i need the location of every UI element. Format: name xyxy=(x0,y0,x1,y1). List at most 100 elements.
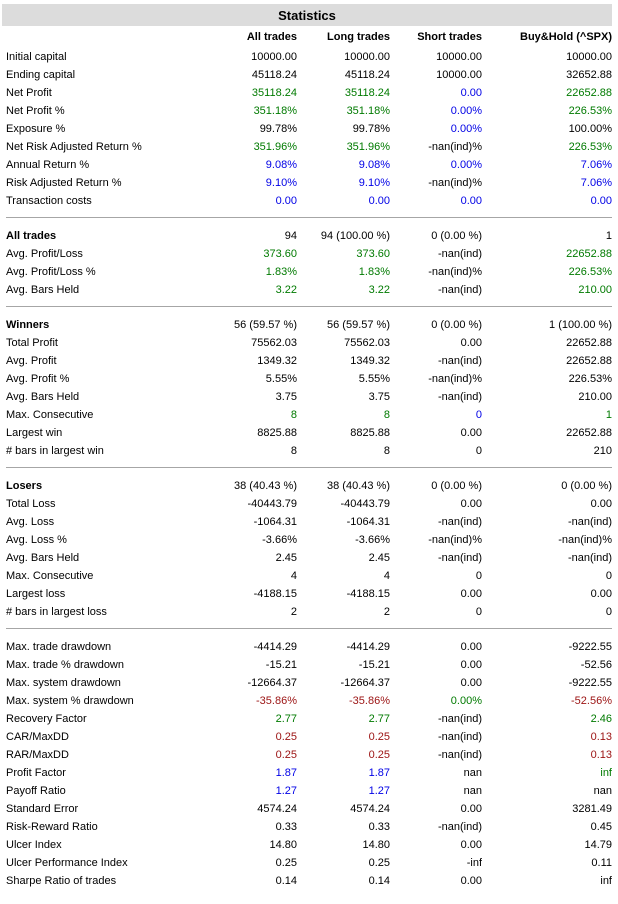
cell-all-trades: 0.25 xyxy=(275,749,297,761)
cell-short-trades: 0.00 xyxy=(460,427,482,439)
cell-buy-and-hold: nan xyxy=(593,785,612,797)
stat-row: Avg. Loss % -3.66% -3.66% -nan(ind)% -nan(in… xyxy=(0,531,612,549)
cell-short-trades: 0.00 xyxy=(460,875,482,887)
cell-short-trades: 0.00% xyxy=(450,105,482,117)
cell-long-trades: 0.25 xyxy=(368,749,390,761)
cell-all-trades: 14.80 xyxy=(269,839,297,851)
cell-short-trades: 0.00 xyxy=(460,337,482,349)
cell-buy-and-hold: 0.00 xyxy=(590,498,612,510)
row-label: Standard Error xyxy=(6,803,79,815)
cell-all-trades: 351.96% xyxy=(253,141,297,153)
cell-buy-and-hold: -nan(ind) xyxy=(567,552,612,564)
cell-all-trades: 9.10% xyxy=(265,177,297,189)
cell-short-trades: -nan(ind) xyxy=(437,248,482,260)
cell-long-trades: 9.08% xyxy=(358,159,390,171)
cell-long-trades: 2.77 xyxy=(368,713,390,725)
section-separator xyxy=(6,217,612,218)
stat-row: Avg. Bars Held 3.22 3.22 -nan(ind) 210.00 xyxy=(0,281,612,299)
cell-long-trades: 351.96% xyxy=(346,141,390,153)
cell-all-trades: -1064.31 xyxy=(253,516,297,528)
cell-buy-and-hold: -52.56% xyxy=(571,695,612,707)
cell-buy-and-hold: 226.53% xyxy=(568,105,612,117)
cell-short-trades: -nan(ind)% xyxy=(428,141,482,153)
cell-short-trades: 0 xyxy=(475,445,482,457)
cell-short-trades: -nan(ind)% xyxy=(428,373,482,385)
cell-long-trades: 8 xyxy=(383,409,390,421)
row-label: Net Profit % xyxy=(6,105,65,117)
column-header-short-trades: Short trades xyxy=(417,31,482,43)
row-label: Recovery Factor xyxy=(6,713,87,725)
stat-row: Net Profit % 351.18% 351.18% 0.00% 226.53% xyxy=(0,102,612,120)
cell-short-trades: -nan(ind) xyxy=(437,713,482,725)
cell-buy-and-hold: inf xyxy=(600,767,612,779)
stat-row: Max. Consecutive 4 4 0 0 xyxy=(0,567,612,585)
cell-buy-and-hold: 22652.88 xyxy=(566,87,612,99)
row-label: RAR/MaxDD xyxy=(6,749,69,761)
cell-all-trades: 8 xyxy=(290,445,297,457)
cell-short-trades: -nan(ind) xyxy=(437,749,482,761)
stat-row: Max. system drawdown -12664.37 -12664.37 0.… xyxy=(0,674,612,692)
stat-row: Avg. Profit/Loss 373.60 373.60 -nan(ind) 226… xyxy=(0,245,612,263)
cell-short-trades: 0 xyxy=(475,570,482,582)
cell-long-trades: 35118.24 xyxy=(344,87,390,99)
cell-buy-and-hold: 0 xyxy=(605,570,612,582)
stat-row: Winners 56 (59.57 %) 56 (59.57 %) 0 (0.00 %… xyxy=(0,316,612,334)
cell-all-trades: -3.66% xyxy=(262,534,297,546)
cell-long-trades: 14.80 xyxy=(362,839,390,851)
cell-long-trades: 9.10% xyxy=(358,177,390,189)
cell-all-trades: -40443.79 xyxy=(247,498,297,510)
row-label: Avg. Profit % xyxy=(6,373,70,385)
cell-long-trades: -40443.79 xyxy=(340,498,390,510)
cell-buy-and-hold: 2.46 xyxy=(590,713,612,725)
row-label: Risk-Reward Ratio xyxy=(6,821,98,833)
row-label: Avg. Profit/Loss xyxy=(6,248,83,260)
cell-long-trades: 0.00 xyxy=(368,195,390,207)
stat-row: Avg. Profit 1349.32 1349.32 -nan(ind) 22652.… xyxy=(0,352,612,370)
stat-row: Profit Factor 1.87 1.87 nan inf xyxy=(0,764,612,782)
statistics-table-body: Initial capital 10000.00 10000.00 10000.00 1… xyxy=(0,48,618,890)
stat-row: RAR/MaxDD 0.25 0.25 -nan(ind) 0.13 xyxy=(0,746,612,764)
cell-long-trades: 0.14 xyxy=(368,875,390,887)
row-label: Initial capital xyxy=(6,51,67,63)
cell-all-trades: 56 (59.57 %) xyxy=(234,319,297,331)
row-label: Max. trade % drawdown xyxy=(6,659,124,671)
stat-row: Ulcer Index 14.80 14.80 0.00 14.79 xyxy=(0,836,612,854)
cell-buy-and-hold: 226.53% xyxy=(568,141,612,153)
row-label: Avg. Bars Held xyxy=(6,284,80,296)
cell-long-trades: 3.22 xyxy=(368,284,390,296)
cell-long-trades: -35.86% xyxy=(349,695,390,707)
row-label: Ending capital xyxy=(6,69,76,81)
row-label: Largest win xyxy=(6,427,63,439)
stat-row: Net Risk Adjusted Return % 351.96% 351.96%… xyxy=(0,138,612,156)
section-separator xyxy=(6,467,612,468)
cell-all-trades: 35118.24 xyxy=(251,87,297,99)
cell-buy-and-hold: 10000.00 xyxy=(566,51,612,63)
cell-all-trades: 94 xyxy=(284,230,297,242)
cell-short-trades: -nan(ind) xyxy=(437,821,482,833)
cell-short-trades: -nan(ind)% xyxy=(428,266,482,278)
cell-all-trades: 5.55% xyxy=(265,373,297,385)
report-title-bar: Statistics xyxy=(2,4,612,26)
row-label: Payoff Ratio xyxy=(6,785,66,797)
stat-row: Avg. Loss -1064.31 -1064.31 -nan(ind) -nan(i… xyxy=(0,513,612,531)
cell-short-trades: 0.00 xyxy=(460,839,482,851)
cell-long-trades: 56 (59.57 %) xyxy=(327,319,390,331)
row-label: Avg. Profit/Loss % xyxy=(6,266,96,278)
cell-buy-and-hold: 100.00% xyxy=(568,123,612,135)
stat-row: Avg. Bars Held 3.75 3.75 -nan(ind) 210.00 xyxy=(0,388,612,406)
cell-short-trades: -nan(ind) xyxy=(437,391,482,403)
row-label: Max. system % drawdown xyxy=(6,695,134,707)
row-label: Avg. Profit xyxy=(6,355,57,367)
cell-buy-and-hold: 22652.88 xyxy=(566,337,612,349)
cell-buy-and-hold: 226.53% xyxy=(568,373,612,385)
cell-short-trades: -nan(ind) xyxy=(437,552,482,564)
stat-row: Sharpe Ratio of trades 0.14 0.14 0.00 inf xyxy=(0,872,612,890)
cell-buy-and-hold: 7.06% xyxy=(580,159,612,171)
row-label: Avg. Loss % xyxy=(6,534,67,546)
cell-long-trades: 0.25 xyxy=(368,857,390,869)
stat-row: Standard Error 4574.24 4574.24 0.00 3281.49 xyxy=(0,800,612,818)
stat-row: Initial capital 10000.00 10000.00 10000.00 1… xyxy=(0,48,612,66)
cell-all-trades: 3.75 xyxy=(275,391,297,403)
cell-long-trades: 4 xyxy=(383,570,390,582)
cell-buy-and-hold: 0 (0.00 %) xyxy=(561,480,612,492)
